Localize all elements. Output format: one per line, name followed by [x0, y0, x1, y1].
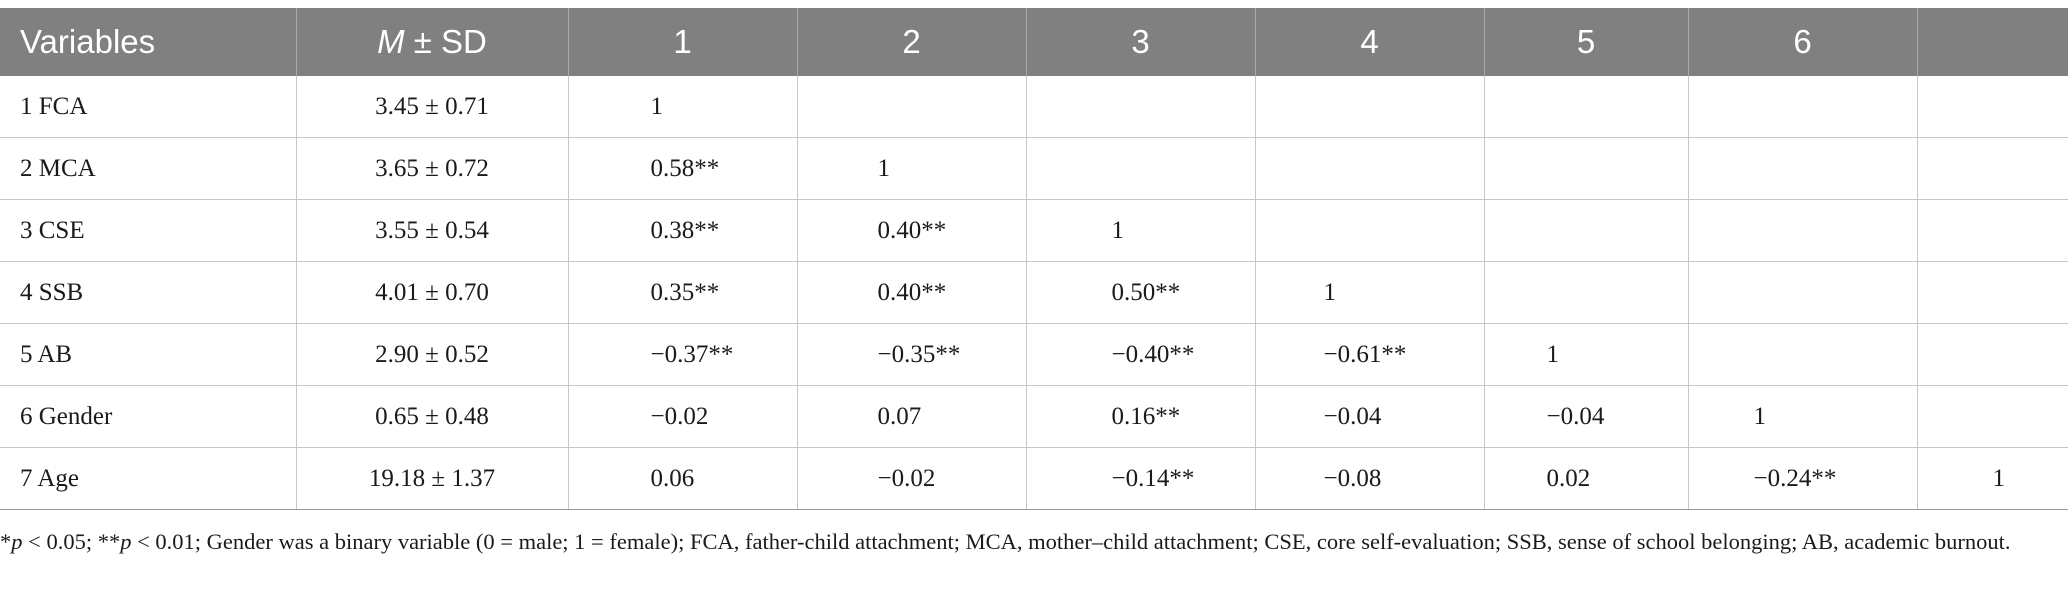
- header-row: Variables M ± SD 1 2 3 4 5 6: [0, 8, 2068, 76]
- cell-corr-5: [1483, 261, 1688, 324]
- cell-corr-6: [1687, 199, 1917, 262]
- cell-mean-sd: 0.65 ± 0.48: [295, 385, 568, 448]
- cell-corr-1: 0.38**: [567, 199, 797, 262]
- cell-mean-sd: 19.18 ± 1.37: [295, 447, 568, 510]
- cell-corr-2: −0.02: [796, 447, 1026, 510]
- cell-mean-sd: 3.65 ± 0.72: [295, 137, 568, 200]
- cell-mean-sd: 3.55 ± 0.54: [295, 199, 568, 262]
- correlation-table: Variables M ± SD 1 2 3 4 5 6 1 FCA 3.45 …: [0, 8, 2068, 510]
- cell-corr-3: 1: [1025, 199, 1255, 262]
- cell-corr-2: −0.35**: [796, 323, 1026, 386]
- cell-corr-2: 1: [796, 137, 1026, 200]
- cell-corr-5: 0.02: [1483, 447, 1688, 510]
- cell-corr-7: [1916, 323, 2068, 386]
- cell-variable: 5 AB: [0, 323, 296, 386]
- table-row: 1 FCA 3.45 ± 0.71 1: [0, 76, 2068, 138]
- cell-corr-2: 0.07: [796, 385, 1026, 448]
- cell-corr-1: −0.37**: [567, 323, 797, 386]
- cell-corr-5: [1483, 137, 1688, 200]
- cell-corr-1: 0.58**: [567, 137, 797, 200]
- table-row: 2 MCA 3.65 ± 0.72 0.58** 1: [0, 137, 2068, 200]
- cell-corr-6: [1687, 323, 1917, 386]
- cell-corr-3: 0.50**: [1025, 261, 1255, 324]
- header-col-3: 3: [1025, 8, 1255, 76]
- header-mean-symbol: M: [377, 23, 405, 60]
- header-variables: Variables: [0, 8, 296, 76]
- table-row: 6 Gender 0.65 ± 0.48 −0.02 0.07 0.16** −…: [0, 385, 2068, 448]
- footnote-p-symbol: p: [11, 529, 23, 554]
- header-col-5: 5: [1483, 8, 1688, 76]
- cell-corr-5: [1483, 199, 1688, 262]
- cell-corr-3: [1025, 137, 1255, 200]
- cell-mean-sd: 3.45 ± 0.71: [295, 76, 568, 138]
- footnote-star: *: [0, 529, 12, 554]
- cell-corr-6: 1: [1687, 385, 1917, 448]
- cell-corr-1: 0.35**: [567, 261, 797, 324]
- cell-corr-7: [1916, 261, 2068, 324]
- cell-corr-1: 1: [567, 76, 797, 138]
- cell-corr-4: [1254, 137, 1484, 200]
- cell-corr-3: [1025, 76, 1255, 138]
- cell-corr-5: −0.04: [1483, 385, 1688, 448]
- cell-corr-3: −0.14**: [1025, 447, 1255, 510]
- cell-variable: 4 SSB: [0, 261, 296, 324]
- cell-mean-sd: 2.90 ± 0.52: [295, 323, 568, 386]
- footnote-p-symbol-2: p: [120, 529, 132, 554]
- header-col-6: 6: [1687, 8, 1917, 76]
- table-row: 7 Age 19.18 ± 1.37 0.06 −0.02 −0.14** −0…: [0, 447, 2068, 510]
- cell-variable: 6 Gender: [0, 385, 296, 448]
- cell-corr-4: −0.08: [1254, 447, 1484, 510]
- cell-corr-2: 0.40**: [796, 199, 1026, 262]
- cell-corr-5: [1483, 76, 1688, 138]
- cell-corr-2: 0.40**: [796, 261, 1026, 324]
- table-row: 5 AB 2.90 ± 0.52 −0.37** −0.35** −0.40**…: [0, 323, 2068, 386]
- cell-corr-1: 0.06: [567, 447, 797, 510]
- cell-corr-6: −0.24**: [1687, 447, 1917, 510]
- cell-mean-sd: 4.01 ± 0.70: [295, 261, 568, 324]
- cell-corr-4: [1254, 76, 1484, 138]
- cell-variable: 7 Age: [0, 447, 296, 510]
- header-sd-text: ± SD: [404, 23, 487, 60]
- cell-corr-1: −0.02: [567, 385, 797, 448]
- cell-corr-4: 1: [1254, 261, 1484, 324]
- cell-corr-7: [1916, 385, 2068, 448]
- cell-corr-6: [1687, 137, 1917, 200]
- table-header: Variables M ± SD 1 2 3 4 5 6: [0, 8, 2068, 76]
- footnote-text-1: < 0.05; **: [22, 529, 121, 554]
- cell-corr-3: 0.16**: [1025, 385, 1255, 448]
- cell-corr-7: [1916, 76, 2068, 138]
- cell-corr-4: [1254, 199, 1484, 262]
- table-body: 1 FCA 3.45 ± 0.71 1 2 MCA 3.65 ± 0.72 0.…: [0, 76, 2068, 510]
- header-mean-sd: M ± SD: [295, 8, 568, 76]
- header-col-1: 1: [567, 8, 797, 76]
- table-row: 3 CSE 3.55 ± 0.54 0.38** 0.40** 1: [0, 199, 2068, 262]
- cell-corr-7: 1: [1916, 447, 2068, 510]
- header-col-2: 2: [796, 8, 1026, 76]
- cell-corr-7: [1916, 199, 2068, 262]
- table-footnote: *p < 0.05; **p < 0.01; Gender was a bina…: [0, 526, 2040, 558]
- cell-variable: 2 MCA: [0, 137, 296, 200]
- cell-corr-6: [1687, 261, 1917, 324]
- table-row: 4 SSB 4.01 ± 0.70 0.35** 0.40** 0.50** 1: [0, 261, 2068, 324]
- cell-variable: 3 CSE: [0, 199, 296, 262]
- header-col-4: 4: [1254, 8, 1484, 76]
- cell-corr-6: [1687, 76, 1917, 138]
- cell-corr-4: −0.04: [1254, 385, 1484, 448]
- cell-corr-2: [796, 76, 1026, 138]
- cell-corr-4: −0.61**: [1254, 323, 1484, 386]
- cell-corr-5: 1: [1483, 323, 1688, 386]
- header-col-7: [1916, 8, 2068, 76]
- footnote-text-2: < 0.01; Gender was a binary variable (0 …: [131, 529, 2011, 554]
- cell-variable: 1 FCA: [0, 76, 296, 138]
- cell-corr-3: −0.40**: [1025, 323, 1255, 386]
- cell-corr-7: [1916, 137, 2068, 200]
